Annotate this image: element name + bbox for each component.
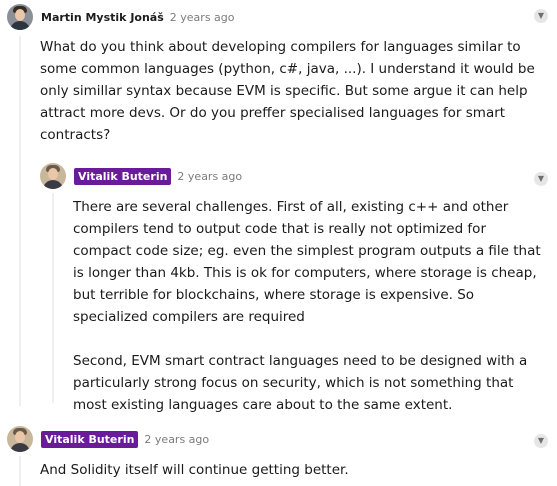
comment-timestamp[interactable]: 2 years ago	[144, 432, 210, 446]
chevron-down-icon[interactable]: ▼	[534, 172, 548, 186]
comment-text: What do you think about developing compi…	[40, 39, 535, 143]
comment-author[interactable]: Martin Mystik Jonáš	[41, 10, 164, 24]
thread-line[interactable]	[19, 36, 21, 406]
chevron-down-icon[interactable]: ▼	[534, 434, 548, 448]
comment-header: Vitalik Buterin 2 years ago	[7, 426, 209, 452]
comment-text: There are several challenges. First of a…	[73, 199, 541, 325]
chevron-down-icon[interactable]: ▼	[534, 9, 548, 23]
comment-header: Vitalik Buterin 2 years ago	[40, 163, 242, 189]
avatar[interactable]	[40, 163, 66, 189]
comment-timestamp[interactable]: 2 years ago	[177, 169, 243, 183]
comment-body: And Solidity itself will continue gettin…	[40, 459, 545, 481]
avatar[interactable]	[7, 426, 33, 452]
comment-body: What do you think about developing compi…	[40, 36, 545, 146]
avatar[interactable]	[7, 4, 33, 30]
thread-line[interactable]	[52, 193, 54, 403]
comment-header: Martin Mystik Jonáš 2 years ago	[7, 4, 235, 30]
comment-body: There are several challenges. First of a…	[73, 196, 543, 416]
thread-line[interactable]	[19, 456, 21, 486]
comment-timestamp[interactable]: 2 years ago	[169, 10, 235, 24]
comment-author[interactable]: Vitalik Buterin	[74, 167, 172, 185]
comment-text: And Solidity itself will continue gettin…	[40, 462, 349, 478]
comment-author[interactable]: Vitalik Buterin	[41, 430, 139, 448]
comment-text: Second, EVM smart contract languages nee…	[73, 353, 528, 413]
